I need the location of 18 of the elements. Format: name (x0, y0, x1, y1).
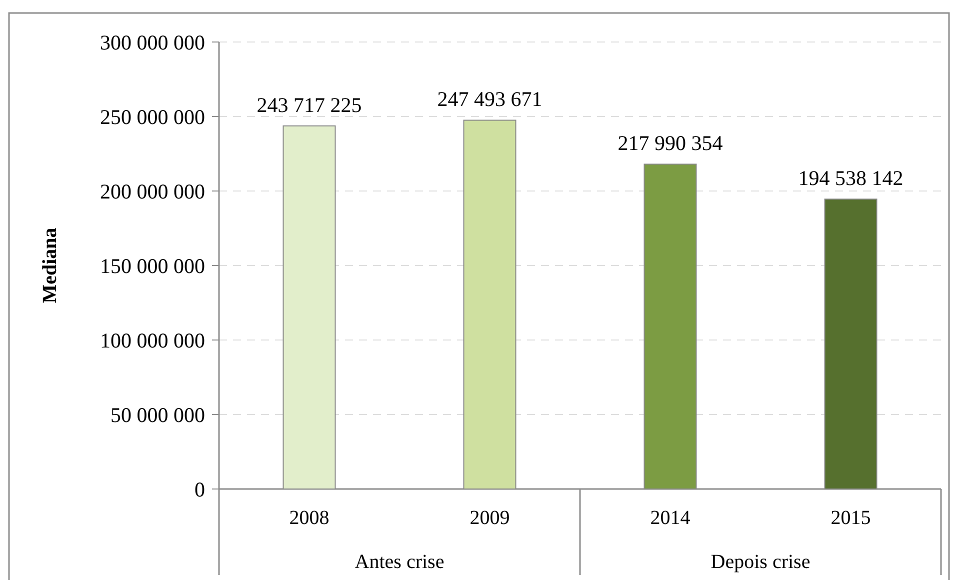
data-label: 247 493 671 (437, 87, 542, 112)
text: Antes crise (354, 551, 444, 573)
y-tick-label: 250 000 000 (100, 104, 205, 129)
y-axis-title: Mediana (39, 228, 61, 304)
data-label: 243 717 225 (256, 92, 362, 117)
y-tick-label: 50 000 000 (110, 402, 205, 427)
x-tick-label: 2015 (830, 507, 871, 529)
data-label: 194 538 142 (798, 166, 904, 190)
y-tick-label: 0 (194, 477, 205, 502)
x-tick-label: 2014 (650, 507, 690, 529)
y-tick-label: 150 000 000 (100, 254, 205, 278)
y-tick-label: 200 000 000 (100, 179, 205, 204)
x-tick-label: 2008 (289, 507, 330, 529)
text: Depois crise (710, 551, 810, 573)
data-label: 217 990 354 (618, 131, 724, 156)
y-tick-label: 300 000 000 (100, 30, 205, 54)
x-tick-label: 2009 (470, 507, 510, 529)
y-tick-label: 100 000 000 (100, 328, 205, 352)
